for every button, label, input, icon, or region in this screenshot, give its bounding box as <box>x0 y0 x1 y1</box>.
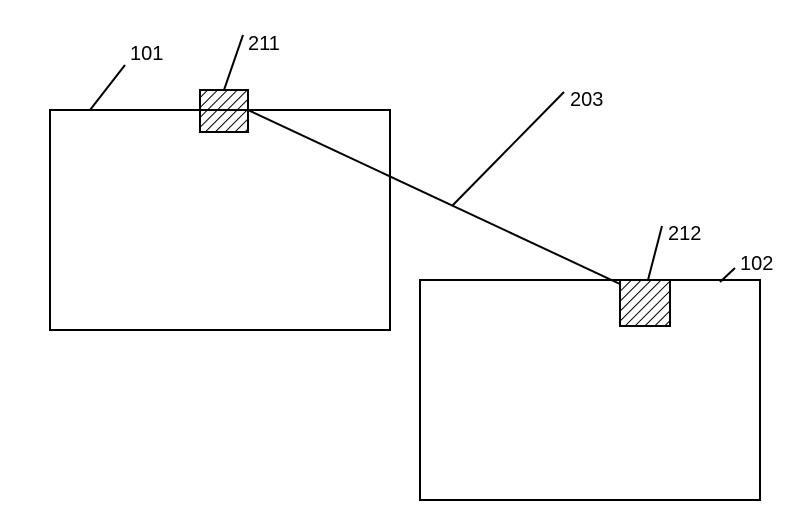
block-102 <box>420 280 760 500</box>
connector-212 <box>620 280 670 326</box>
leader-203 <box>452 92 564 206</box>
leader-211 <box>224 35 243 90</box>
link-203 <box>248 110 620 284</box>
leader-212 <box>648 226 662 280</box>
block-101 <box>50 110 390 330</box>
leader-101 <box>90 65 125 110</box>
label-101: 101 <box>130 43 163 65</box>
label-102: 102 <box>740 253 773 275</box>
label-212: 212 <box>668 223 701 245</box>
label-211: 211 <box>248 33 280 55</box>
diagram-canvas: 101 211 203 212 102 <box>0 0 800 527</box>
connector-211 <box>200 90 248 132</box>
label-203: 203 <box>570 89 603 111</box>
